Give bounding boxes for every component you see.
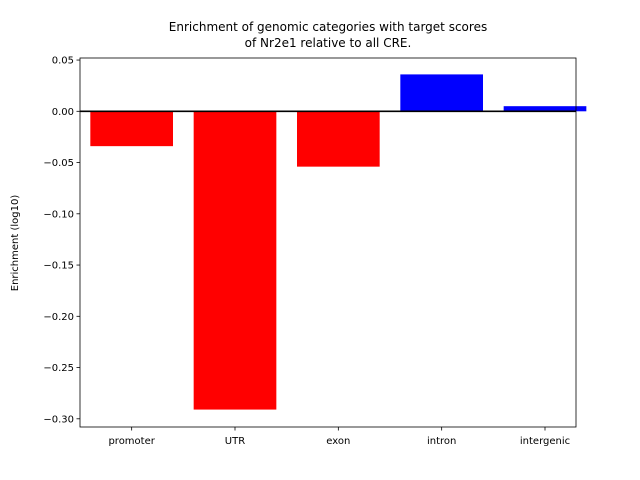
axes-frame — [79, 57, 577, 428]
y-tick-label-5: −0.20 — [43, 312, 74, 323]
x-tick-label-promoter: promoter — [108, 436, 155, 447]
chart-title-line-2: of Nr2e1 relative to all CRE. — [245, 36, 412, 50]
x-tick-label-intergenic: intergenic — [520, 436, 570, 447]
y-tick-label-7: −0.30 — [43, 414, 74, 425]
y-tick-label-2: −0.05 — [43, 158, 74, 169]
bar-intron — [400, 74, 483, 112]
bar-UTR — [193, 111, 277, 410]
bar-exon — [297, 111, 380, 167]
y-axis-label: Enrichment (log10) — [10, 195, 21, 292]
bar-intergenic — [503, 106, 587, 112]
x-tick-label-intron: intron — [427, 436, 456, 447]
x-tick-label-exon: exon — [326, 436, 350, 447]
y-tick-label-6: −0.25 — [43, 363, 74, 374]
y-tick-label-0: 0.05 — [52, 56, 74, 67]
chart-title-line-1: Enrichment of genomic categories with ta… — [169, 20, 487, 34]
y-tick-label-1: 0.00 — [52, 107, 74, 118]
bar-promoter — [90, 111, 173, 147]
y-tick-label-3: −0.10 — [43, 209, 74, 220]
y-tick-label-4: −0.15 — [43, 261, 74, 272]
x-tick-label-UTR: UTR — [225, 436, 245, 447]
plot-area: promoter UTR exon intron intergenic 0.05 0.00 −… — [43, 56, 587, 447]
